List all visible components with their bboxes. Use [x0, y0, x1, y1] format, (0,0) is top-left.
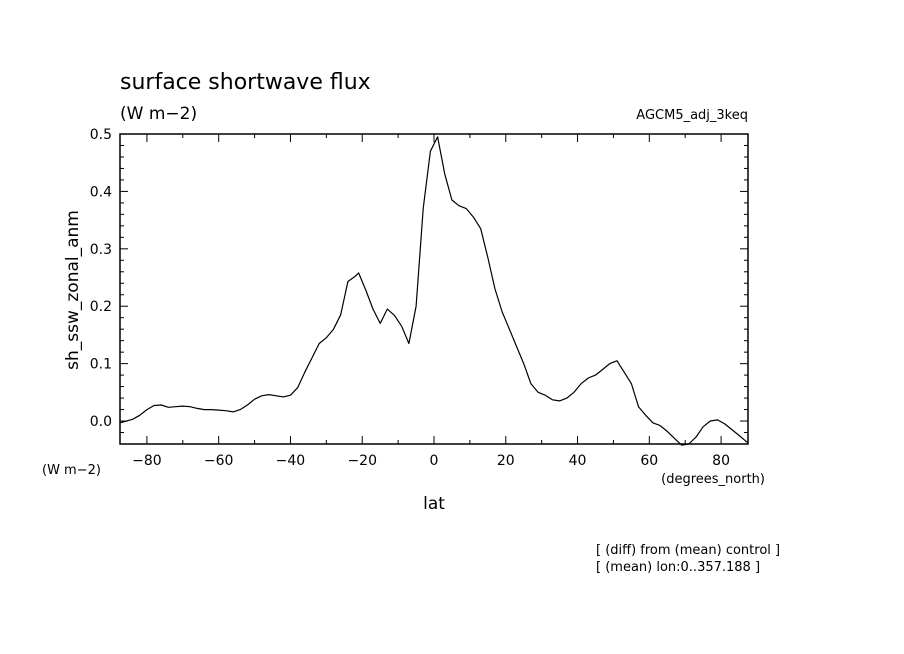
- x-tick-label: 80: [712, 453, 730, 469]
- x-tick-label: 20: [497, 453, 515, 469]
- run-label: AGCM5_adj_3keq: [636, 108, 748, 123]
- series-line: [119, 136, 749, 446]
- x-tick-label: −60: [204, 453, 234, 469]
- x-tick-label: 0: [430, 453, 439, 469]
- x-tick-label: 40: [569, 453, 587, 469]
- y-tick-label: 0.1: [90, 357, 112, 373]
- x-axis-units: (degrees_north): [661, 472, 765, 487]
- chart-title: surface shortwave flux: [120, 70, 371, 95]
- plot-frame: [119, 133, 749, 445]
- x-axis: −80 −60 −40 −20 0 20 40 60 80: [132, 134, 730, 469]
- series-group: [119, 136, 749, 446]
- annotation-mean: [ (mean) lon:0..357.188 ]: [596, 560, 760, 575]
- x-tick-label: −20: [347, 453, 377, 469]
- y-tick-label: 0.4: [90, 184, 112, 200]
- title-units: (W m−2): [120, 104, 197, 124]
- y-tick-label: 0.2: [90, 299, 112, 315]
- x-axis-label: lat: [423, 494, 445, 514]
- x-tick-label: 60: [640, 453, 658, 469]
- annotation-diff: [ (diff) from (mean) control ]: [596, 543, 780, 558]
- x-tick-label: −80: [132, 453, 162, 469]
- y-tick-label: 0.0: [90, 414, 112, 430]
- y-axis-label: sh_ssw_zonal_anm: [63, 210, 83, 370]
- y-axis: 0.0 0.1 0.2 0.3 0.4 0.5: [90, 127, 748, 445]
- y-axis-units: (W m−2): [42, 463, 101, 478]
- x-tick-label: −40: [276, 453, 306, 469]
- y-tick-label: 0.5: [90, 127, 112, 143]
- y-tick-label: 0.3: [90, 242, 112, 258]
